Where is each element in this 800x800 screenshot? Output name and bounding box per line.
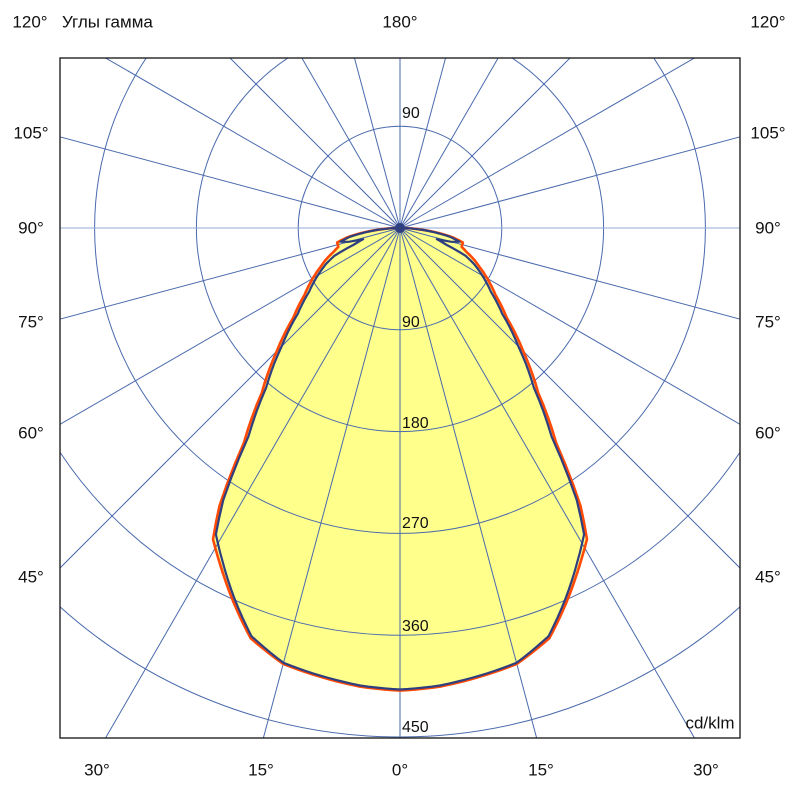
gamma-ray-330	[104, 227, 401, 738]
ring-label-270: 270	[402, 515, 429, 532]
gamma-label-top-180: 180°	[382, 12, 418, 32]
gamma-ray-60	[399, 227, 740, 425]
gamma-label-right-60: 60°	[755, 423, 781, 443]
gamma-ray-240	[104, 58, 401, 229]
plot-border	[59, 57, 741, 739]
gamma-ray-345	[262, 227, 401, 738]
ring-label-360: 360	[402, 618, 429, 635]
gamma-label-left-90: 90°	[18, 218, 44, 238]
ring-label-180: 180	[402, 415, 429, 432]
gamma-label-left-75: 75°	[18, 312, 44, 332]
gamma-ray-195	[353, 58, 401, 229]
gamma-label-right-105: 105°	[750, 123, 786, 143]
gamma-ray-75	[399, 227, 740, 320]
gamma-label-top-right-120: 120°	[750, 12, 786, 32]
gamma-ray-300	[60, 227, 401, 425]
gamma-label-bottom-right-30: 30°	[693, 760, 719, 780]
gamma-label-left-60: 60°	[18, 423, 44, 443]
gamma-label-left-105: 105°	[13, 123, 49, 143]
gamma-ray-30	[399, 227, 696, 738]
gamma-label-top-left-120: 120°	[12, 12, 48, 32]
outer-red-curve	[211, 226, 589, 692]
polar-origin-dot	[395, 223, 405, 233]
gamma-ray-150	[399, 58, 499, 229]
ring-label-450: 450	[402, 719, 429, 736]
gamma-label-right-45: 45°	[755, 567, 781, 587]
gamma-ray-165	[399, 58, 447, 229]
chart-title: Углы гамма	[62, 12, 153, 32]
gamma-label-left-45: 45°	[18, 567, 44, 587]
gamma-label-right-75: 75°	[755, 312, 781, 332]
gamma-ray-120	[399, 58, 696, 229]
gamma-ray-225	[229, 58, 401, 229]
gamma-ray-105	[399, 136, 740, 229]
gamma-label-bottom-left-15: 15°	[248, 760, 274, 780]
gamma-ray-135	[399, 58, 571, 229]
gamma-ray-15	[399, 227, 538, 738]
gamma-label-right-90: 90°	[755, 218, 781, 238]
gamma-label-bottom-right-15: 15°	[528, 760, 554, 780]
inner-navy-curve	[214, 226, 586, 691]
gamma-label-bottom-0: 0°	[391, 760, 409, 780]
gamma-ray-285	[60, 227, 401, 320]
ring-label-90-upper: 90	[402, 105, 420, 122]
unit-label: cd/klm	[685, 713, 735, 733]
ring-label-90: 90	[402, 314, 420, 331]
gamma-ray-210	[301, 58, 401, 229]
gamma-label-bottom-left-30: 30°	[84, 760, 110, 780]
gamma-ray-255	[60, 136, 401, 229]
